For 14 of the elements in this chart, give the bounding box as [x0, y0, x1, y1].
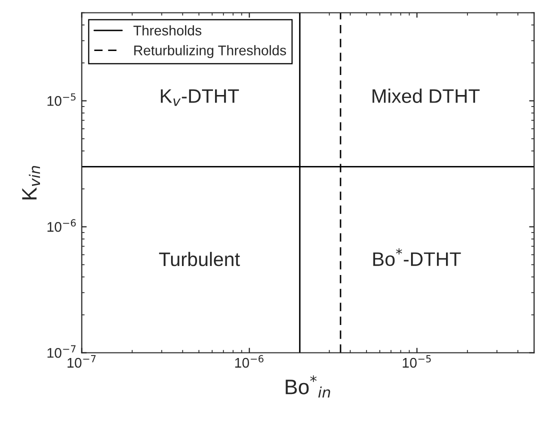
y-tick-label: 10$^{−7}$: [48, 345, 76, 358]
y-axis-title: K$_{vin}$: [22, 166, 40, 200]
x-tick-label: 10$^{−5}$: [402, 355, 431, 368]
x-axis-title: Bo$^{*}$$_{in}$: [286, 375, 330, 398]
annotation: Bo$^{*}$-DTHT: [373, 248, 461, 266]
annotation: K$_{v}$-DTHT: [160, 89, 239, 106]
x-tick-label: 10$^{−7}$: [68, 355, 96, 368]
legend-label: Returbulizing Thresholds: [134, 45, 286, 58]
legend-label: Thresholds: [133, 25, 202, 36]
y-tick-label: 10$^{−5}$: [48, 93, 76, 106]
annotation: Mixed DTHT: [372, 88, 480, 103]
y-tick-label: 10$^{−6}$: [48, 219, 76, 232]
x-tick-label: 10$^{−6}$: [235, 355, 264, 368]
annotation: Turbulent: [159, 252, 240, 266]
